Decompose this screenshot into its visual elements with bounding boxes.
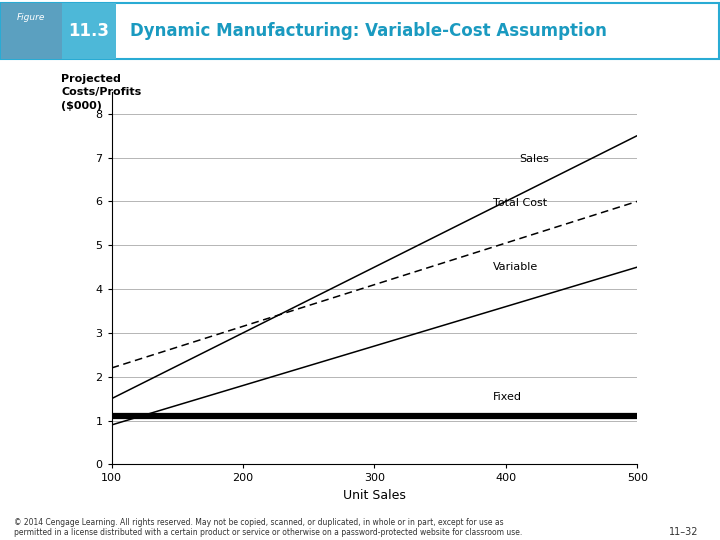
Text: © 2014 Cengage Learning. All rights reserved. May not be copied, scanned, or dup: © 2014 Cengage Learning. All rights rese… (14, 518, 523, 537)
Text: 11.3: 11.3 (68, 22, 109, 40)
Text: Projected: Projected (61, 73, 121, 84)
Text: Fixed: Fixed (492, 392, 522, 402)
Text: Variable: Variable (492, 261, 538, 272)
Text: 11–32: 11–32 (669, 527, 698, 537)
Text: Figure: Figure (17, 13, 45, 22)
Text: ($000): ($000) (61, 100, 102, 111)
Text: Costs/Profits: Costs/Profits (61, 87, 141, 97)
FancyBboxPatch shape (1, 3, 62, 59)
Text: Dynamic Manufacturing: Variable-Cost Assumption: Dynamic Manufacturing: Variable-Cost Ass… (130, 22, 607, 40)
Text: Total Cost: Total Cost (492, 198, 546, 208)
FancyBboxPatch shape (62, 3, 116, 59)
Text: Sales: Sales (519, 154, 549, 164)
X-axis label: Unit Sales: Unit Sales (343, 489, 406, 502)
